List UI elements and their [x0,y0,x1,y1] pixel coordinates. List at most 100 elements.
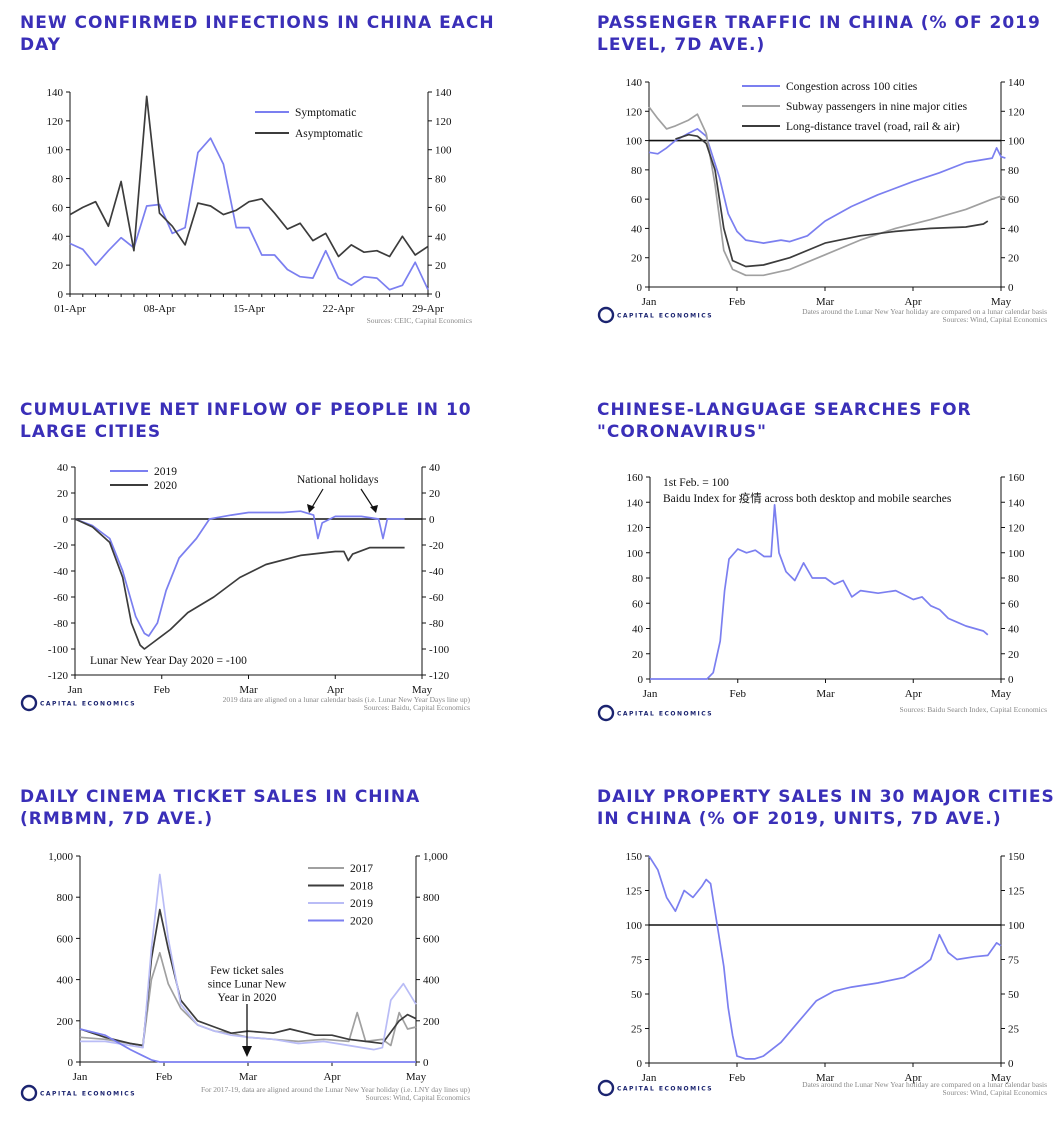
inflow-note: Lunar New Year Day 2020 = -100 [90,655,247,667]
cinema-legend-label: 2019 [350,898,373,910]
searches-ytick-label-right: 80 [1008,573,1020,585]
property-panel: DAILY PROPERTY SALES IN 30 MAJOR CITIES … [597,786,1058,1146]
traffic-title: PASSENGER TRAFFIC IN CHINA (% OF 2019 LE… [597,13,1041,55]
searches-logo-text: CAPITAL ECONOMICS [617,711,713,718]
cinema-series-line-2020 [79,1028,416,1063]
inflow-xtick-label: Apr [327,684,344,696]
cinema-ytick-label-left: 800 [57,892,74,904]
inflow-ytick-label-left: -20 [53,540,68,552]
traffic-ytick-label-right: 60 [1008,194,1020,206]
cinema-legend-label: 2017 [350,863,373,875]
traffic-legend-label: Long-distance travel (road, rail & air) [786,121,960,133]
infections-ytick-label-right: 40 [435,231,447,243]
traffic-xtick-label: May [991,296,1012,308]
cinema-chart: 0 0 200 200 400 400 600 600 800 800 1,000 1,000 Jan F… [20,851,470,1102]
traffic-ytick-label-right: 0 [1008,282,1014,294]
property-ytick-label-left: 100 [626,920,643,932]
inflow-arrow-head-2 [370,505,378,513]
infections-ytick-label-left: 120 [47,116,64,128]
infections-panel: NEW CONFIRMED INFECTIONS IN CHINA EACH D… [20,12,520,372]
cinema-xtick-label: Mar [239,1071,258,1083]
property-xtick-label: Feb [729,1072,746,1084]
inflow-xtick-label: May [412,684,433,696]
traffic-ytick-label-right: 100 [1008,136,1025,148]
searches-ytick-label-left: 20 [632,649,644,661]
infections-series-line-asymptomatic [69,95,429,258]
searches-ytick-label-left: 80 [632,573,644,585]
inflow-panel: CUMULATIVE NET INFLOW OF PEOPLE IN 10 LA… [20,399,520,759]
infections-ytick-label-left: 40 [52,231,64,243]
infections-ytick-label-right: 60 [435,202,447,214]
traffic-ytick-label-left: 60 [631,194,643,206]
searches-ytick-label-left: 120 [627,523,644,535]
infections-ytick-label-right: 20 [435,260,447,272]
property-ytick-label-right: 0 [1008,1058,1014,1070]
infections-ytick-label-left: 60 [52,202,64,214]
inflow-ytick-label-right: -40 [429,566,444,578]
cinema-annotation-line: Few ticket sales [210,965,284,977]
infections-ytick-label-left: 80 [52,174,64,186]
property-ytick-label-right: 150 [1008,851,1025,863]
inflow-series-line-2019 [74,510,405,637]
traffic-logo-text: CAPITAL ECONOMICS [617,313,713,320]
traffic-series-line-long-distance-travel-road-rail-air- [675,133,989,268]
property-ytick-label-left: 75 [631,955,643,967]
searches-ytick-label-right: 20 [1008,649,1020,661]
cinema-ytick-label-left: 0 [68,1057,74,1069]
property-ytick-label-left: 25 [631,1024,643,1036]
infections-ytick-label-right: 80 [435,174,447,186]
inflow-ytick-label-right: -100 [429,644,450,656]
inflow-ytick-label-right: -120 [429,670,450,682]
infections-ytick-label-left: 100 [47,145,64,157]
inflow-ytick-label-right: -60 [429,592,444,604]
traffic-ytick-label-right: 140 [1008,77,1025,89]
property-chart: 0 0 25 25 50 50 75 75 100 100 125 125 150 150 Jan Feb Ma… [597,851,1047,1097]
searches-ytick-label-right: 160 [1008,472,1025,484]
searches-xtick-label: Mar [816,688,835,700]
inflow-ytick-label-left: -120 [48,670,69,682]
cinema-ytick-label-left: 200 [57,1016,74,1028]
searches-chart: 0 0 20 20 40 40 60 60 80 80 100 100 120 120 140 140 160 1… [597,472,1047,722]
infections-ytick-label-right: 100 [435,145,452,157]
traffic-series-line-subway-passengers-in-nine-major-cities [648,106,1006,277]
property-ytick-label-left: 50 [631,989,643,1001]
searches-ytick-label-right: 120 [1008,523,1025,535]
traffic-ytick-label-right: 120 [1008,106,1025,118]
inflow-source-note: 2019 data are aligned on a lunar calenda… [223,695,471,704]
traffic-ytick-label-left: 100 [626,136,643,148]
cinema-annotation-line: Year in 2020 [218,992,277,1004]
cinema-ytick-label-right: 400 [423,975,440,987]
inflow-source-note-2: Sources: Baidu, Capital Economics [364,703,470,712]
inflow-ytick-label-right: 40 [429,462,441,474]
traffic-xtick-label: Feb [729,296,746,308]
searches-ytick-label-left: 100 [627,548,644,560]
cinema-title: DAILY CINEMA TICKET SALES IN CHINA (RMBM… [20,787,421,829]
property-logo-icon [597,1079,615,1097]
traffic-panel: PASSENGER TRAFFIC IN CHINA (% OF 2019 LE… [597,12,1058,372]
searches-series-line-baidu-index [650,503,989,680]
searches-panel: CHINESE-LANGUAGE SEARCHES FOR "CORONAVIR… [597,399,1058,759]
infections-chart: 0 0 20 20 40 40 60 60 80 80 100 100 120 120 140 140 01-A… [47,87,473,325]
inflow-logo-text: CAPITAL ECONOMICS [40,701,136,708]
inflow-ytick-label-left: 20 [57,488,69,500]
searches-logo-icon [597,704,615,722]
traffic-ytick-label-left: 140 [626,77,643,89]
property-ytick-label-left: 0 [637,1058,643,1070]
infections-xtick-label: 29-Apr [412,303,444,315]
cinema-xtick-label: Jan [73,1071,88,1083]
cinema-ytick-label-left: 1,000 [48,851,73,863]
searches-ytick-label-right: 0 [1008,674,1014,686]
property-series-line-property-sales [648,855,1002,1060]
searches-ytick-label-left: 160 [627,472,644,484]
cinema-logo-icon [20,1084,38,1102]
infections-source-note: Sources: CEIC, Capital Economics [367,316,472,325]
traffic-ytick-label-right: 20 [1008,253,1020,265]
property-title: DAILY PROPERTY SALES IN 30 MAJOR CITIES … [597,787,1055,829]
inflow-ytick-label-right: 20 [429,488,441,500]
infections-series-line-symptomatic [69,137,429,291]
searches-ytick-label-right: 60 [1008,598,1020,610]
searches-ytick-label-left: 60 [632,598,644,610]
cinema-legend-label: 2020 [350,916,373,928]
inflow-ytick-label-left: -40 [53,566,68,578]
cinema-xtick-label: Apr [323,1071,340,1083]
